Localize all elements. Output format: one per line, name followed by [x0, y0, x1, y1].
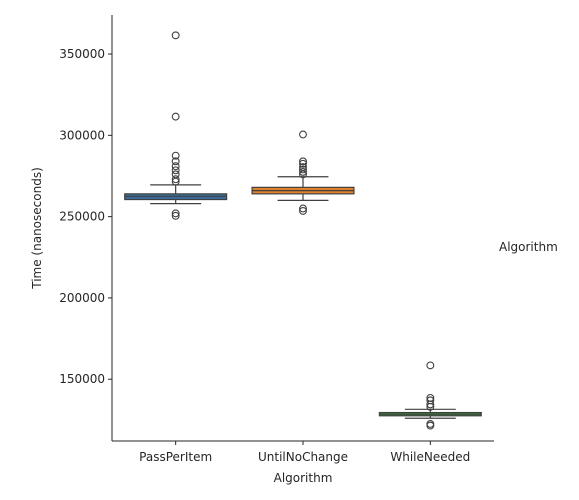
box-UntilNoChange — [251, 130, 355, 215]
outlier-point — [171, 31, 180, 40]
x-tick-label: UntilNoChange — [258, 450, 348, 464]
outlier-point — [171, 209, 180, 218]
axes-layer — [111, 15, 494, 442]
y-axis-label: Time (nanoseconds) — [30, 167, 44, 290]
outlier-point — [171, 162, 180, 171]
outlier-point — [426, 421, 435, 430]
y-tick-label: 150000 — [59, 372, 105, 386]
outlier-point — [426, 402, 435, 411]
outlier-point — [171, 157, 180, 166]
outlier-point — [299, 204, 307, 213]
outlier-point — [171, 177, 180, 186]
outlier-point — [426, 361, 435, 370]
outlier-point — [299, 159, 307, 168]
outlier-point — [171, 151, 180, 160]
outlier-point — [171, 112, 180, 121]
outlier-point — [171, 166, 180, 175]
outlier-point — [299, 167, 307, 176]
outlier-point — [171, 211, 180, 220]
outlier-point — [299, 130, 307, 139]
outlier-point — [171, 175, 180, 184]
outlier-point — [299, 157, 307, 166]
outlier-point — [426, 400, 435, 409]
y-tick-label: 300000 — [59, 128, 105, 142]
y-tick-label: 200000 — [59, 291, 105, 305]
x-tick-label: PassPerItem — [139, 450, 212, 464]
y-ticks: 150000 200000 250000 300000 350000 — [59, 47, 112, 386]
boxes-layer — [124, 31, 482, 430]
x-ticks: PassPerItem UntilNoChange WhileNeeded — [139, 441, 470, 464]
outlier-point — [299, 165, 307, 174]
outlier-point — [299, 170, 307, 179]
x-tick-label: WhileNeeded — [390, 450, 470, 464]
box-WhileNeeded — [378, 361, 482, 430]
y-tick-label: 250000 — [59, 210, 105, 224]
legend-title: Algorithm — [499, 240, 558, 254]
outlier-point — [299, 206, 307, 215]
x-axis-label: Algorithm — [274, 471, 333, 485]
box-PassPerItem — [124, 31, 228, 220]
y-tick-label: 350000 — [59, 47, 105, 61]
